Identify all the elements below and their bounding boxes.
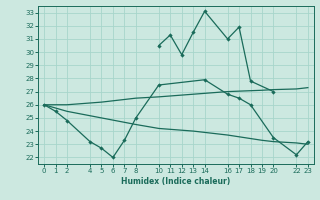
X-axis label: Humidex (Indice chaleur): Humidex (Indice chaleur)	[121, 177, 231, 186]
